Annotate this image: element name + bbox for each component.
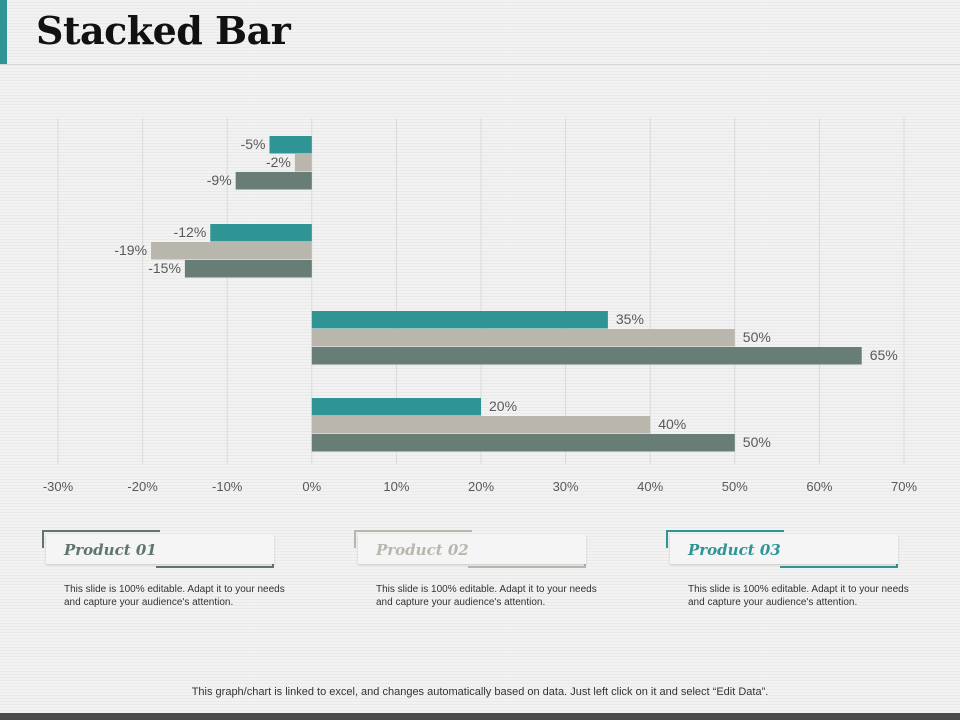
data-label: 65%: [870, 347, 898, 363]
bar-3: [184, 260, 312, 278]
bar-2: [311, 329, 735, 347]
bar-1: [311, 398, 481, 416]
card-border: [354, 530, 356, 548]
bottom-bar: [0, 713, 960, 720]
bar-2: [294, 154, 312, 172]
page-title: Stacked Bar: [36, 8, 291, 53]
card-fill: [358, 534, 586, 564]
data-label: -5%: [241, 136, 266, 152]
card-fill: [670, 534, 898, 564]
card-description: This slide is 100% editable. Adapt it to…: [688, 584, 909, 608]
x-tick-label: 50%: [722, 479, 748, 494]
x-tick-label: -10%: [212, 479, 243, 494]
card-title: Product 02: [376, 541, 469, 559]
card-frame: Product 01: [42, 530, 278, 568]
bar-3: [235, 172, 312, 190]
card-frame: Product 02: [354, 530, 590, 568]
data-label: -15%: [148, 260, 181, 276]
card-product-02: Product 02 This slide is 100% editable. …: [354, 530, 597, 610]
card-border: [468, 566, 586, 568]
data-label: -9%: [207, 172, 232, 188]
card-border: [780, 566, 898, 568]
x-tick-label: 10%: [383, 479, 409, 494]
card-fill: [46, 534, 274, 564]
x-tick-label: 70%: [891, 479, 917, 494]
data-label: -19%: [114, 242, 147, 258]
footer-note: This graph/chart is linked to excel, and…: [191, 686, 769, 698]
x-tick-label: 0%: [302, 479, 321, 494]
x-tick-label: 40%: [637, 479, 663, 494]
card-border: [42, 530, 44, 548]
card-border: [156, 566, 274, 568]
data-label: -2%: [266, 154, 291, 170]
card-title: Product 03: [688, 541, 781, 559]
card-border: [354, 530, 472, 532]
card-border: [666, 530, 784, 532]
card-border: [42, 530, 160, 532]
x-tick-label: -30%: [43, 479, 74, 494]
data-label: 35%: [616, 311, 644, 327]
card-product-03: Product 03 This slide is 100% editable. …: [666, 530, 909, 610]
bar-3: [311, 347, 862, 365]
card-description: This slide is 100% editable. Adapt it to…: [64, 584, 285, 608]
bar-1: [210, 224, 312, 242]
title-accent: [0, 0, 7, 64]
x-tick-label: 20%: [468, 479, 494, 494]
bar-1: [311, 311, 608, 329]
x-tick-label: 30%: [553, 479, 579, 494]
data-label: 50%: [743, 434, 771, 450]
data-label: 50%: [743, 329, 771, 345]
card-description: This slide is 100% editable. Adapt it to…: [376, 584, 597, 608]
data-label: 40%: [658, 416, 686, 432]
card-product-01: Product 01 This slide is 100% editable. …: [42, 530, 285, 610]
bar-2: [151, 242, 312, 260]
card-frame: Product 03: [666, 530, 902, 568]
title-bar: Stacked Bar: [0, 0, 960, 65]
bar-1: [269, 136, 312, 154]
x-tick-label: -20%: [127, 479, 158, 494]
data-label: 20%: [489, 398, 517, 414]
data-label: -12%: [174, 224, 207, 240]
card-border: [666, 530, 668, 548]
bar-chart: -30% -20% -10% 0% 10% 20% 30% 40% 50% 60% 70% -5% -1…: [43, 118, 917, 494]
bar-3: [311, 434, 735, 452]
bar-2: [311, 416, 651, 434]
card-title: Product 01: [64, 541, 157, 559]
x-tick-label: 60%: [806, 479, 832, 494]
